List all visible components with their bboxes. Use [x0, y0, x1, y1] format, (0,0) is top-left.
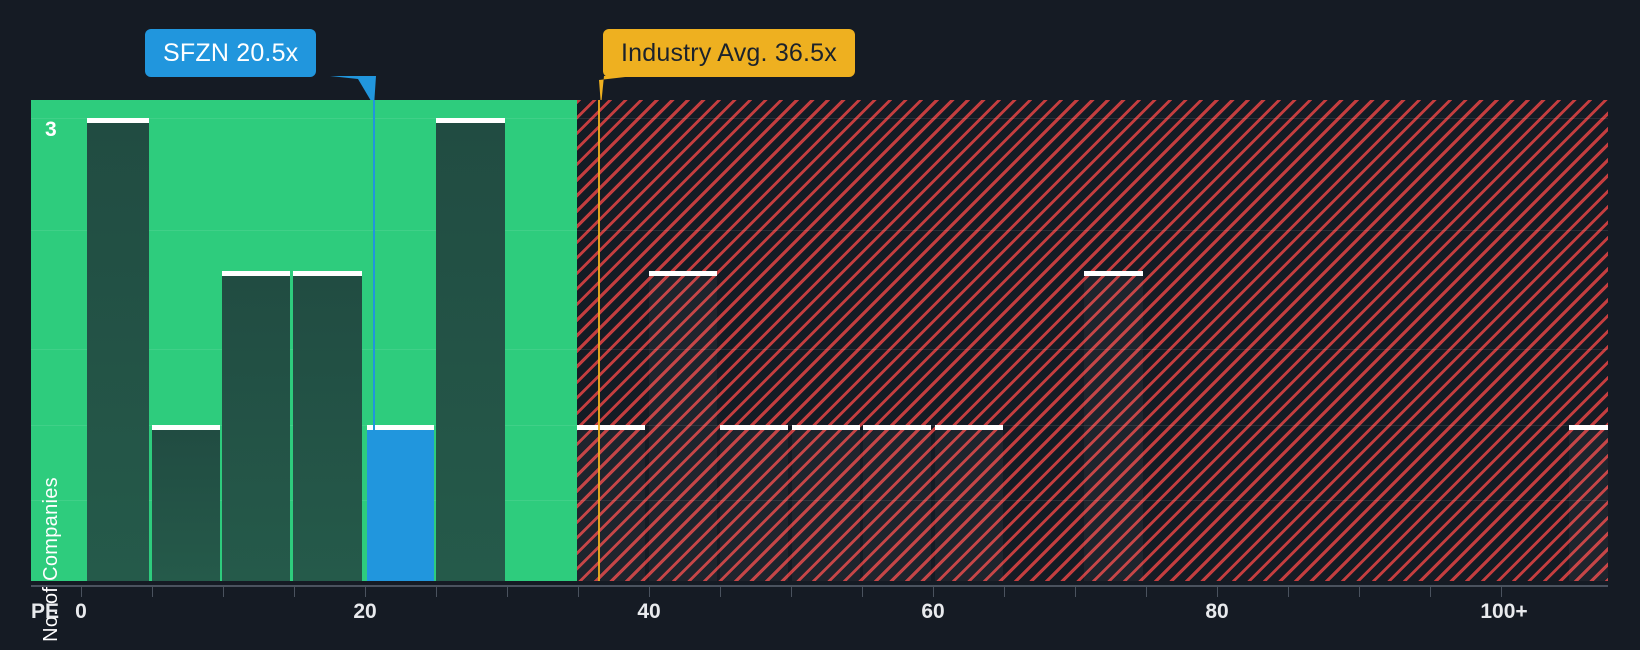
x-tick — [81, 585, 82, 597]
x-tick-label-80: 80 — [1205, 600, 1229, 623]
x-tick — [365, 585, 366, 597]
x-tick — [1004, 585, 1005, 597]
gridline-0_5 — [31, 500, 1608, 501]
bar-15-20[interactable] — [293, 271, 362, 581]
gridline-3 — [31, 118, 1608, 119]
x-tick — [578, 585, 579, 597]
bar-100-plus[interactable] — [1569, 425, 1608, 581]
company-callout-tail — [330, 76, 376, 106]
bar-50-55[interactable] — [720, 425, 788, 581]
x-tick — [933, 585, 934, 597]
gridline-2_5 — [31, 230, 1608, 231]
x-tick — [1217, 585, 1218, 597]
x-tick — [294, 585, 295, 597]
x-tick — [1288, 585, 1289, 597]
x-axis-title: PE — [31, 600, 60, 623]
bar-40-45[interactable] — [649, 271, 717, 581]
x-tick-label-60: 60 — [921, 600, 945, 623]
company-pe-callout-label: SFZN 20.5x — [163, 38, 299, 67]
bar-60-65[interactable] — [863, 425, 931, 581]
x-tick — [223, 585, 224, 597]
x-tick — [152, 585, 153, 597]
x-tick — [1359, 585, 1360, 597]
x-tick-label-20: 20 — [353, 600, 377, 623]
bar-35-40[interactable] — [577, 425, 645, 581]
bar-25-30[interactable] — [436, 118, 505, 581]
bar-70-75[interactable] — [1084, 271, 1143, 581]
x-tick — [1146, 585, 1147, 597]
x-tick — [436, 585, 437, 597]
x-tick-label-0: 0 — [75, 600, 87, 623]
gridline-1_5 — [31, 349, 1608, 350]
x-tick — [507, 585, 508, 597]
bar-10-15[interactable] — [222, 271, 290, 581]
x-tick — [791, 585, 792, 597]
company-pe-marker-line — [373, 100, 375, 581]
bar-65-70[interactable] — [935, 425, 1003, 581]
industry-pe-callout[interactable]: Industry Avg. 36.5x — [603, 29, 855, 77]
x-tick — [862, 585, 863, 597]
x-tick — [1430, 585, 1431, 597]
industry-pe-marker-line — [598, 100, 600, 581]
x-axis-line — [31, 585, 1608, 587]
bar-55-60[interactable] — [792, 425, 860, 581]
y-tick-label-3: 3 — [45, 118, 57, 141]
industry-pe-callout-label: Industry Avg. 36.5x — [621, 38, 837, 67]
plot-area — [31, 100, 1608, 581]
x-tick — [649, 585, 650, 597]
overvalued-zone — [577, 100, 1608, 581]
bar-20-25-highlighted[interactable] — [367, 425, 434, 581]
x-tick — [720, 585, 721, 597]
x-tick-label-40: 40 — [637, 600, 661, 623]
bar-5-10[interactable] — [152, 425, 220, 581]
company-pe-callout[interactable]: SFZN 20.5x — [145, 29, 317, 77]
x-tick-label-100: 100+ — [1480, 600, 1528, 623]
x-tick — [1075, 585, 1076, 597]
bar-0-5[interactable] — [87, 118, 149, 581]
x-tick — [1501, 585, 1502, 597]
